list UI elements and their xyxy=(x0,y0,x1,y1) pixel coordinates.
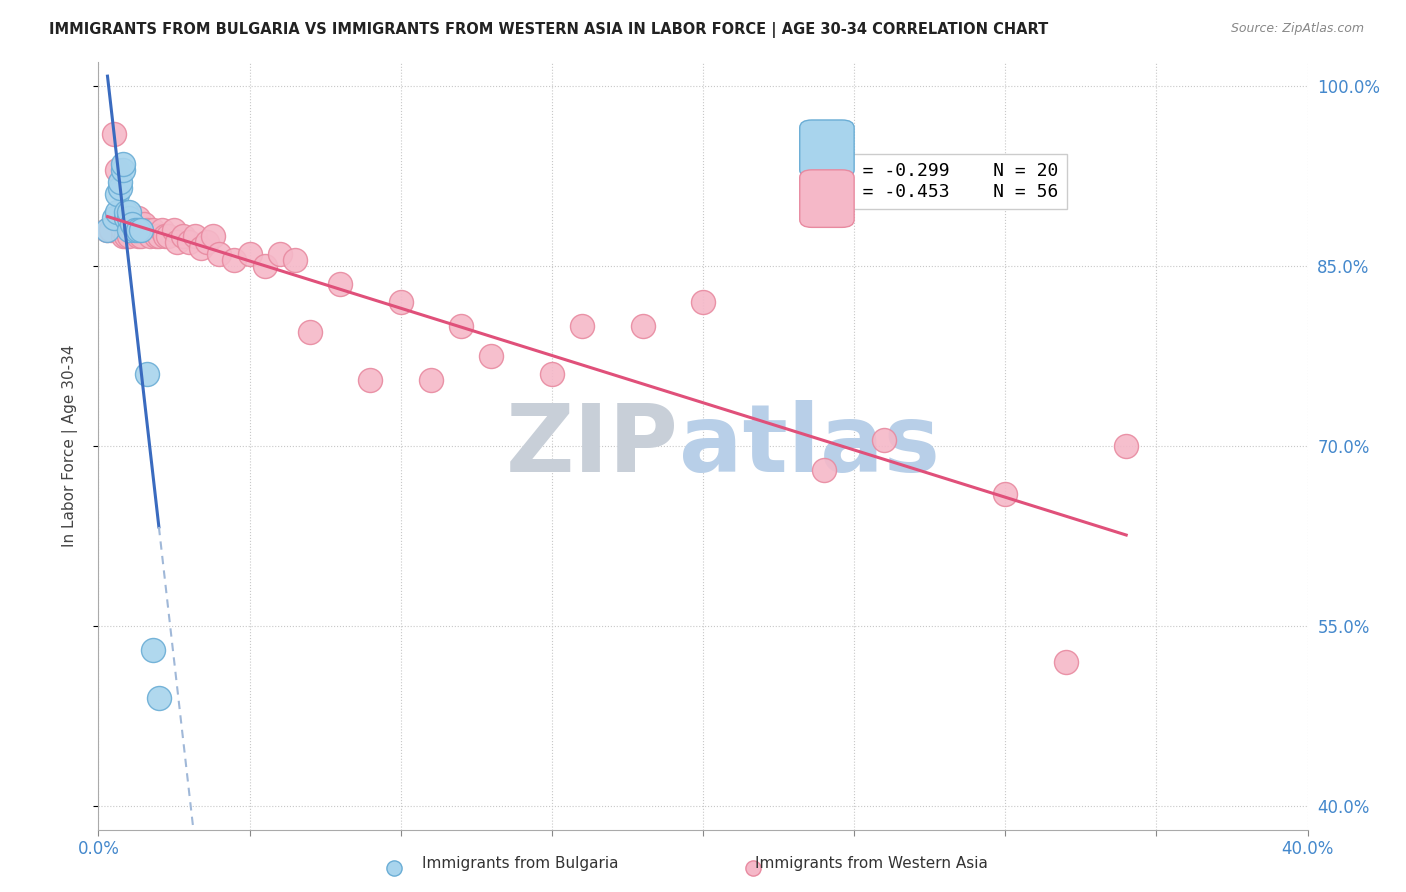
Point xyxy=(163,223,186,237)
Point xyxy=(1054,655,1077,669)
FancyBboxPatch shape xyxy=(800,120,855,178)
Point xyxy=(111,163,134,178)
Point xyxy=(96,223,118,237)
Point xyxy=(100,223,122,237)
Point xyxy=(132,217,155,231)
Point xyxy=(118,205,141,219)
Point xyxy=(111,229,134,244)
Point xyxy=(139,229,162,244)
Point xyxy=(111,223,134,237)
Text: Source: ZipAtlas.com: Source: ZipAtlas.com xyxy=(1230,22,1364,36)
Text: R = -0.299    N = 20
 R = -0.453    N = 56: R = -0.299 N = 20 R = -0.453 N = 56 xyxy=(830,162,1059,201)
Point xyxy=(129,229,152,244)
Point xyxy=(108,181,131,195)
Point xyxy=(124,223,146,237)
Point xyxy=(329,277,352,292)
Point xyxy=(153,229,176,244)
Point xyxy=(124,223,146,237)
Point xyxy=(239,247,262,261)
Point xyxy=(360,373,382,387)
Point xyxy=(571,319,593,334)
Point xyxy=(742,861,765,875)
Point xyxy=(129,223,152,237)
Point xyxy=(172,229,194,244)
Point xyxy=(142,223,165,237)
Point xyxy=(148,690,170,705)
Point xyxy=(118,211,141,226)
Point xyxy=(179,235,201,250)
Point xyxy=(631,319,654,334)
Point xyxy=(994,487,1017,501)
Point xyxy=(114,211,136,226)
Y-axis label: In Labor Force | Age 30-34: In Labor Force | Age 30-34 xyxy=(62,344,77,548)
Text: Immigrants from Western Asia: Immigrants from Western Asia xyxy=(755,856,988,871)
Text: Immigrants from Bulgaria: Immigrants from Bulgaria xyxy=(422,856,619,871)
Point xyxy=(108,211,131,226)
Point xyxy=(145,229,167,244)
Point xyxy=(105,211,128,226)
Point xyxy=(148,229,170,244)
Text: ZIP: ZIP xyxy=(506,400,679,492)
Point xyxy=(208,247,231,261)
Point xyxy=(873,433,896,447)
Point xyxy=(389,295,412,310)
Point xyxy=(127,229,149,244)
Point xyxy=(127,211,149,226)
Point xyxy=(150,223,173,237)
Point xyxy=(195,235,218,250)
Point xyxy=(114,229,136,244)
Point xyxy=(299,325,322,339)
Point xyxy=(108,175,131,189)
Point xyxy=(450,319,472,334)
Point xyxy=(284,253,307,268)
Point xyxy=(96,223,118,237)
Point xyxy=(135,223,157,237)
Point xyxy=(184,229,207,244)
Point xyxy=(142,642,165,657)
Point xyxy=(118,211,141,226)
Point xyxy=(540,367,562,381)
Text: atlas: atlas xyxy=(679,400,939,492)
Point xyxy=(1115,439,1137,453)
Point xyxy=(481,349,503,363)
Point xyxy=(382,861,406,875)
Point xyxy=(269,247,291,261)
Point xyxy=(121,223,143,237)
Point xyxy=(224,253,246,268)
Point xyxy=(166,235,188,250)
Text: IMMIGRANTS FROM BULGARIA VS IMMIGRANTS FROM WESTERN ASIA IN LABOR FORCE | AGE 30: IMMIGRANTS FROM BULGARIA VS IMMIGRANTS F… xyxy=(49,22,1049,38)
Point xyxy=(121,217,143,231)
Point xyxy=(105,187,128,202)
FancyBboxPatch shape xyxy=(800,169,855,227)
Point xyxy=(105,205,128,219)
Point xyxy=(813,463,835,477)
Point xyxy=(202,229,225,244)
Point xyxy=(118,223,141,237)
Point xyxy=(103,128,125,142)
Point xyxy=(114,205,136,219)
Point xyxy=(127,223,149,237)
Point xyxy=(105,163,128,178)
Point xyxy=(135,367,157,381)
Point xyxy=(190,241,212,255)
Point xyxy=(156,229,179,244)
Point xyxy=(692,295,714,310)
Point xyxy=(114,217,136,231)
Point xyxy=(103,211,125,226)
Point xyxy=(253,259,276,273)
Point xyxy=(118,229,141,244)
Point xyxy=(111,157,134,171)
Point xyxy=(420,373,443,387)
